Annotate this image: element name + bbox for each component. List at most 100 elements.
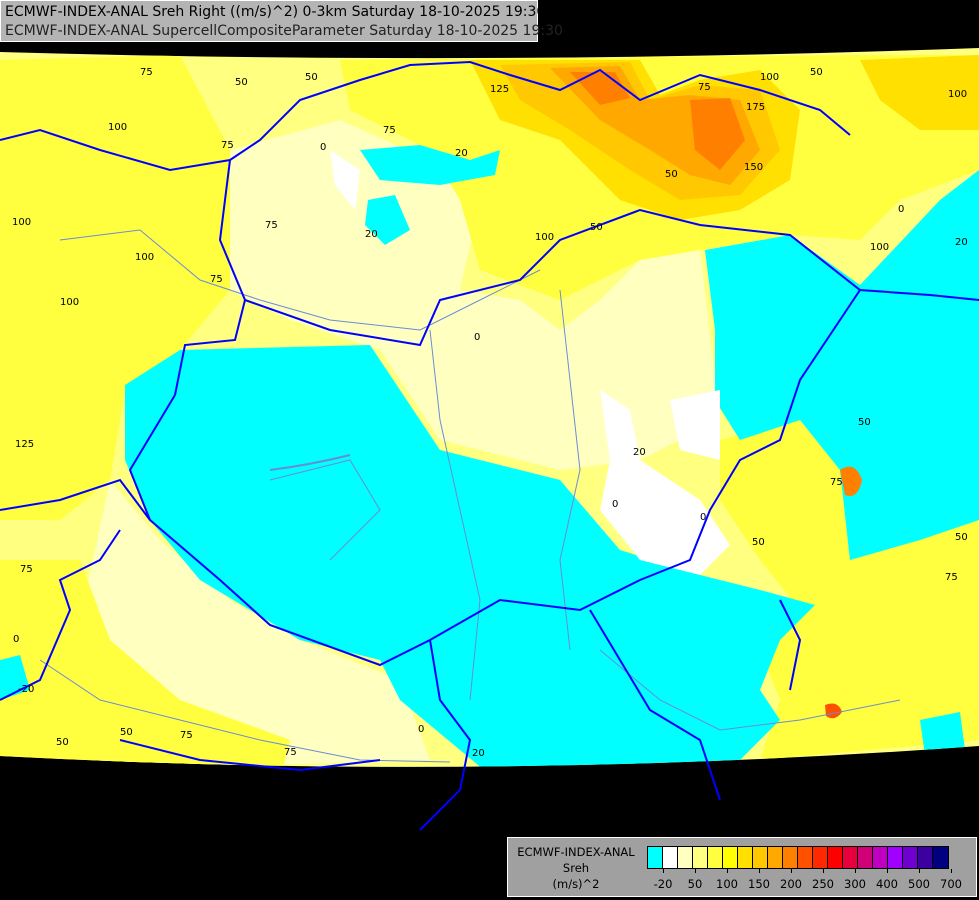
legend-variable: Sreh xyxy=(562,861,590,875)
field-cyan-north xyxy=(360,145,500,245)
contour-label: 20 xyxy=(633,447,646,458)
contour-label: 75 xyxy=(210,274,223,285)
contour-label: 100 xyxy=(870,242,889,253)
legend-swatch xyxy=(858,847,873,868)
contour-label: 20 xyxy=(455,148,468,159)
legend-tick xyxy=(919,869,920,873)
title-line-scp: ECMWF-INDEX-ANAL SupercellCompositeParam… xyxy=(5,23,563,39)
contour-label: 75 xyxy=(945,572,958,583)
legend-tick xyxy=(695,869,696,873)
contour-label: 20 xyxy=(955,237,968,248)
legend-tick xyxy=(727,869,728,873)
legend-swatch xyxy=(663,847,678,868)
contour-label: 0 xyxy=(612,499,618,510)
legend-swatch xyxy=(738,847,753,868)
legend-tick-label: 150 xyxy=(748,877,770,891)
legend-ticks: -20 50 100 150 200 250 300 400 500 700 xyxy=(647,869,967,891)
field-yellow-east xyxy=(720,420,979,760)
legend-swatch xyxy=(783,847,798,868)
contour-label: 75 xyxy=(20,564,33,575)
contour-label: 150 xyxy=(744,162,763,173)
legend-tick-label: 300 xyxy=(844,877,866,891)
legend-tick-label: 250 xyxy=(812,877,834,891)
legend-swatch xyxy=(873,847,888,868)
legend-tick-label: 100 xyxy=(716,877,738,891)
country-borders xyxy=(0,60,979,831)
contour-label: 100 xyxy=(135,252,154,263)
legend-swatch xyxy=(708,847,723,868)
legend-swatch xyxy=(888,847,903,868)
contour-label: 50 xyxy=(752,537,765,548)
legend-swatch xyxy=(723,847,738,868)
legend-tick-label: 400 xyxy=(876,877,898,891)
contour-label: 50 xyxy=(665,169,678,180)
field-hotspot-east xyxy=(840,466,862,496)
legend-swatch xyxy=(843,847,858,868)
field-deeporange-north xyxy=(570,72,745,170)
legend-unit: (m/s)^2 xyxy=(552,877,600,891)
contour-label: 50 xyxy=(235,77,248,88)
contour-label: 50 xyxy=(56,737,69,748)
contour-label: 75 xyxy=(830,477,843,488)
contour-label: 50 xyxy=(120,727,133,738)
contour-label: 50 xyxy=(590,222,603,233)
contour-label: 75 xyxy=(383,125,396,136)
legend-tick xyxy=(823,869,824,873)
field-pale-central xyxy=(230,120,720,470)
contour-label: 75 xyxy=(265,220,278,231)
contour-labels: 75 50 50 100 125 75 100 75 150 175 50 100 100 75 20 0 20… xyxy=(12,67,968,759)
field-cyan-east xyxy=(705,170,979,560)
contour-label: 20 xyxy=(472,748,485,759)
legend-tick xyxy=(951,869,952,873)
legend-swatch xyxy=(753,847,768,868)
legend-swatch xyxy=(768,847,783,868)
contour-label: 0 xyxy=(474,332,480,343)
legend-tick xyxy=(855,869,856,873)
field-yellow-west xyxy=(0,55,230,520)
legend-title: ECMWF-INDEX-ANAL Sreh (m/s)^2 xyxy=(512,844,640,892)
legend-tick xyxy=(663,869,664,873)
contour-label: 100 xyxy=(60,297,79,308)
contour-label: 20 xyxy=(365,229,378,240)
legend-swatch xyxy=(678,847,693,868)
legend-tick xyxy=(791,869,792,873)
legend-swatch xyxy=(933,847,948,868)
legend-tick xyxy=(887,869,888,873)
contour-label: 75 xyxy=(180,730,193,741)
contour-label: 75 xyxy=(284,747,297,758)
contour-label: 50 xyxy=(305,72,318,83)
contour-label: 100 xyxy=(535,232,554,243)
contour-label: 75 xyxy=(698,82,711,93)
legend-tick xyxy=(759,869,760,873)
map-title-box: ECMWF-INDEX-ANAL Sreh Right ((m/s)^2) 0-… xyxy=(0,0,563,42)
legend-swatches xyxy=(647,846,949,869)
legend-swatch xyxy=(648,847,663,868)
contour-label: 75 xyxy=(221,140,234,151)
legend-tick-label: 500 xyxy=(908,877,930,891)
color-legend: ECMWF-INDEX-ANAL Sreh (m/s)^2 -20 50 100 15… xyxy=(507,837,977,897)
legend-tick-label: 200 xyxy=(780,877,802,891)
contour-label: 0 xyxy=(898,204,904,215)
contour-label: 0 xyxy=(320,142,326,153)
field-yellow-southwest xyxy=(0,560,290,767)
contour-label: 0 xyxy=(13,634,19,645)
legend-swatch xyxy=(693,847,708,868)
contour-label: 75 xyxy=(140,67,153,78)
contour-label: 0 xyxy=(700,512,706,523)
legend-model: ECMWF-INDEX-ANAL xyxy=(517,845,635,859)
legend-swatch xyxy=(903,847,918,868)
contour-label: 50 xyxy=(810,67,823,78)
contour-label: 125 xyxy=(490,84,509,95)
field-cyan-central xyxy=(125,345,815,767)
legend-swatch xyxy=(828,847,843,868)
title-line-sreh: ECMWF-INDEX-ANAL Sreh Right ((m/s)^2) 0-… xyxy=(5,4,546,20)
legend-tick-label: 50 xyxy=(687,877,703,891)
contour-label: 50 xyxy=(955,532,968,543)
contour-label: 0 xyxy=(418,724,424,735)
legend-tick-label: 700 xyxy=(940,877,962,891)
contour-label: 100 xyxy=(12,217,31,228)
field-white-central xyxy=(330,150,730,575)
